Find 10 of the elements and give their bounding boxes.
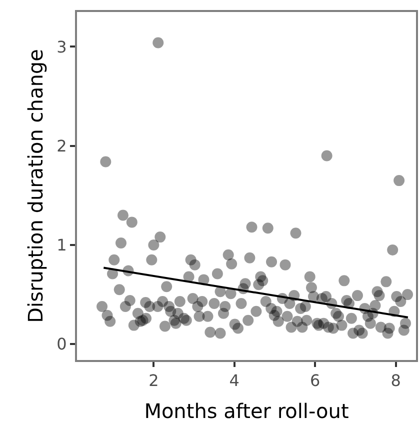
x-tick-label: 2 — [148, 371, 159, 390]
x-tick-label: 6 — [310, 371, 320, 390]
y-tick-label: 3 — [56, 37, 67, 56]
y-axis-title: Disruption duration change — [24, 49, 48, 323]
x-axis-title: Months after roll-out — [144, 399, 349, 424]
y-tick-label: 2 — [56, 136, 67, 156]
y-tick-label: 1 — [56, 236, 67, 255]
x-tick-label: 4 — [229, 371, 240, 390]
x-tick-label: 8 — [390, 371, 401, 390]
y-tick-label: 0 — [56, 334, 67, 354]
